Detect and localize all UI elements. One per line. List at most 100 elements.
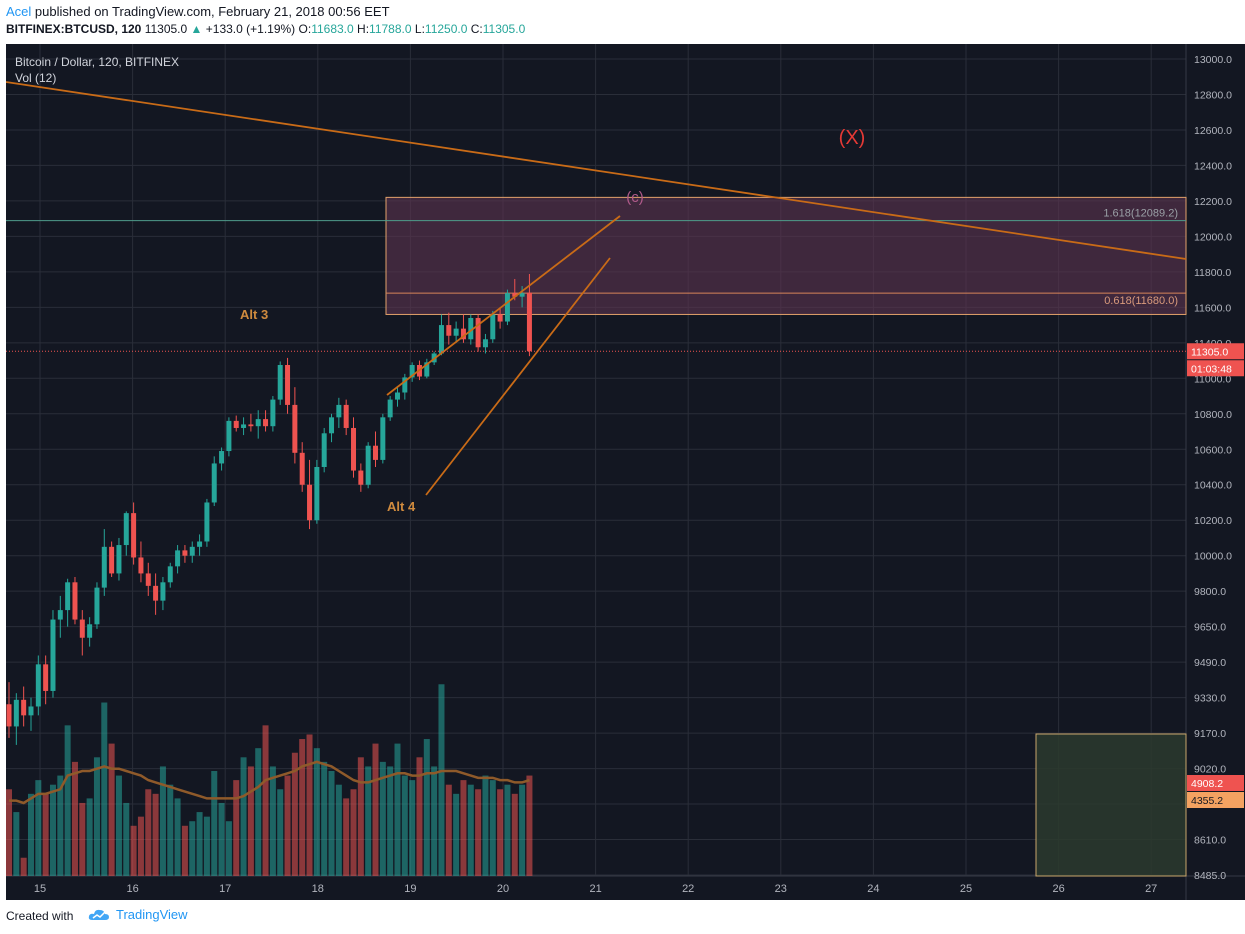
candle xyxy=(123,511,129,556)
open-label: O: xyxy=(298,22,312,36)
candle-body xyxy=(153,585,159,601)
candle-body xyxy=(512,293,518,297)
candle-body xyxy=(468,317,474,340)
volume-bar xyxy=(42,793,49,876)
price-tick-label: 8610.0 xyxy=(1194,835,1226,847)
volume-bar xyxy=(64,725,71,876)
candle xyxy=(263,410,269,432)
candle xyxy=(197,534,203,556)
candle-body xyxy=(138,557,144,574)
volume-bar xyxy=(35,780,42,876)
candle xyxy=(175,545,181,574)
candle-body xyxy=(526,292,532,352)
candle-body xyxy=(116,545,122,574)
volume-bar xyxy=(57,775,64,876)
brand-text: TradingView xyxy=(116,907,188,922)
volume-bar xyxy=(416,757,423,876)
candle xyxy=(43,655,49,705)
price-chart[interactable]: 13000.0 12800.0 12600.0 12400.0 12200.0 12000… xyxy=(6,44,1245,900)
candle xyxy=(241,417,247,436)
candle-body xyxy=(43,664,49,691)
candle xyxy=(219,447,225,471)
price-tick-label: 9800.0 xyxy=(1194,586,1226,598)
candle-body xyxy=(123,513,129,546)
candle xyxy=(314,459,320,524)
volume-bar xyxy=(130,825,137,876)
candle xyxy=(87,617,93,647)
candle-body xyxy=(373,445,378,460)
volume-bar xyxy=(152,793,159,876)
author-link[interactable]: Acel xyxy=(6,4,32,19)
candle xyxy=(358,463,364,492)
volume-bar xyxy=(299,739,306,876)
candle-body xyxy=(438,325,444,354)
fib-0618-label: 0.618(11680.0) xyxy=(1104,295,1178,307)
candle-body xyxy=(504,293,510,322)
candle-body xyxy=(380,417,386,460)
volume-bar xyxy=(13,812,20,876)
price-tick-label: 13000.0 xyxy=(1194,54,1232,66)
candle xyxy=(57,595,63,638)
alt3-label: Alt 3 xyxy=(240,307,268,322)
candle xyxy=(394,387,400,407)
volume-ma-line xyxy=(9,760,530,805)
fib-zone xyxy=(385,196,1187,315)
time-tick-label: 19 xyxy=(404,883,416,895)
volume-bar xyxy=(115,775,122,876)
wedge-lower-line xyxy=(425,257,611,496)
volume-bar xyxy=(211,771,218,876)
candle xyxy=(446,312,452,345)
open-value: 11683.0 xyxy=(311,22,354,36)
candle-body xyxy=(226,420,232,452)
volume-bar xyxy=(453,793,460,876)
volume-bar xyxy=(475,789,482,876)
wave-x-label: (X) xyxy=(839,127,866,149)
candle-body xyxy=(248,424,254,427)
candle-body xyxy=(343,404,349,428)
candle xyxy=(153,573,159,615)
volume-badge xyxy=(1187,775,1244,791)
chart-legend: Bitcoin / Dollar, 120, BITFINEX Vol (12) xyxy=(15,54,179,86)
candle-body xyxy=(175,550,181,567)
volume-bar xyxy=(394,743,401,876)
volume-bar xyxy=(71,761,78,876)
time-tick-label: 25 xyxy=(960,883,972,895)
price-tick-label: 11600.0 xyxy=(1194,302,1231,314)
candle xyxy=(387,396,393,421)
price-tick-label: 10400.0 xyxy=(1194,480,1232,492)
candle xyxy=(460,314,466,343)
candle-body xyxy=(460,328,466,340)
candle xyxy=(72,576,78,625)
price-tick-label: 10000.0 xyxy=(1194,551,1232,563)
volume-bar xyxy=(350,789,357,876)
price-tick-label: 8485.0 xyxy=(1194,870,1226,882)
candle xyxy=(167,562,173,588)
candle-body xyxy=(233,420,239,428)
candle-body xyxy=(351,427,357,471)
candle-body xyxy=(365,445,371,485)
volume-bar xyxy=(519,784,526,876)
volume-bar xyxy=(335,784,342,876)
candle xyxy=(248,413,254,432)
candle-body xyxy=(475,317,481,348)
volume-bar xyxy=(431,766,438,876)
candle xyxy=(285,357,291,414)
countdown-badge xyxy=(1187,360,1244,377)
volume-bar xyxy=(86,798,93,876)
candle xyxy=(116,537,122,581)
volume-bar xyxy=(20,857,27,876)
chart-area[interactable]: 13000.0 12800.0 12600.0 12400.0 12200.0 12000… xyxy=(6,44,1245,900)
candle xyxy=(101,529,107,596)
countdown-badge-text: 01:03:48 xyxy=(1191,363,1232,375)
candle xyxy=(270,396,276,432)
close-value: 11305.0 xyxy=(482,22,526,36)
candle xyxy=(145,562,151,596)
candle-body xyxy=(94,587,100,625)
volume-bar xyxy=(306,734,313,876)
last-price-badge xyxy=(1187,343,1244,360)
candle-body xyxy=(424,362,430,377)
candle xyxy=(424,358,430,379)
time-tick-label: 15 xyxy=(34,883,46,895)
tradingview-brand-link[interactable]: TradingView xyxy=(88,907,188,922)
symbol-text: BITFINEX:BTCUSD, 120 xyxy=(6,22,142,36)
